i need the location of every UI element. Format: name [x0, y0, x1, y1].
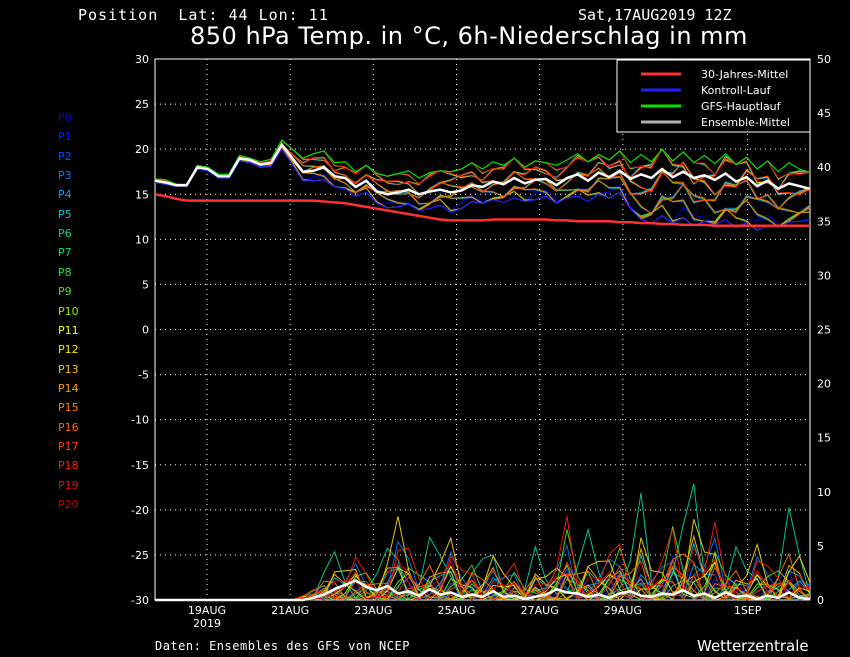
member-label: P3 — [58, 169, 72, 183]
lat-value: 44 — [228, 6, 249, 24]
member-label: P17 — [58, 439, 79, 453]
y-right-tick-label: 30 — [817, 269, 831, 282]
y-left-tick-label: 5 — [142, 278, 149, 291]
member-label: P6 — [58, 227, 72, 241]
y-left-tick-label: -15 — [131, 459, 149, 472]
y-left-tick-label: 0 — [142, 324, 149, 337]
member-label: P8 — [58, 265, 72, 279]
member-label: P20 — [58, 498, 79, 511]
x-tick-label: 29AUG — [604, 604, 642, 617]
member-temp-line — [154, 140, 811, 186]
position-label: Position — [78, 6, 159, 24]
member-label: P14 — [58, 381, 79, 395]
member-precip-line — [155, 483, 811, 602]
x-tick-label: 19AUG — [188, 604, 226, 617]
y-left-tick-label: 25 — [135, 98, 149, 111]
y-left-tick-label: 15 — [135, 188, 149, 201]
member-label: P12 — [58, 343, 79, 357]
y-right-tick-label: 0 — [817, 594, 824, 607]
legend-label: Kontroll-Lauf — [701, 84, 772, 97]
x-tick-label: 23AUG — [354, 604, 392, 617]
y-right-tick-label: 45 — [817, 107, 831, 120]
legend-label: GFS-Hauptlauf — [701, 100, 782, 113]
member-label: P9 — [58, 285, 72, 299]
ensemble-mean-precip-line — [155, 579, 811, 602]
y-left-tick-label: -20 — [131, 504, 149, 517]
member-label: P16 — [58, 420, 79, 434]
y-left-tick-label: 10 — [135, 233, 149, 246]
member-label: P11 — [58, 323, 79, 337]
lat-label: Lat: — [178, 6, 219, 24]
data-source-note: Daten: Ensembles des GFS von NCEP — [155, 639, 410, 653]
lon-value: 11 — [308, 6, 329, 24]
y-right-tick-label: 50 — [817, 53, 831, 66]
member-label: P5 — [58, 207, 72, 221]
x-tick-year-label: 2019 — [193, 617, 221, 630]
member-label: P15 — [58, 401, 79, 415]
position-readout: Position Lat: 44 Lon: 11 — [78, 6, 329, 24]
lon-label: Lon: — [258, 6, 299, 24]
gfs-main-temp-line — [154, 139, 811, 185]
x-tick-label: 27AUG — [521, 604, 559, 617]
member-label: P13 — [58, 362, 79, 376]
y-left-tick-label: -25 — [131, 549, 149, 562]
y-left-tick-label: -10 — [131, 414, 149, 427]
ensemble-mean-temp-line — [154, 142, 811, 196]
x-tick-label: 25AUG — [437, 604, 475, 617]
member-label: P4 — [58, 188, 72, 202]
run-datetime: Sat,17AUG2019 12Z — [578, 6, 732, 24]
legend-label: 30-Jahres-Mittel — [701, 68, 788, 81]
y-left-tick-label: 30 — [135, 53, 149, 66]
x-tick-label: 1SEP — [734, 604, 762, 617]
member-label: P1 — [58, 130, 72, 144]
y-left-tick-label: 20 — [135, 143, 149, 156]
y-right-tick-label: 25 — [817, 324, 831, 337]
y-right-tick-label: 5 — [817, 540, 824, 553]
member-label: P7 — [58, 246, 72, 260]
brand-label: Wetterzentrale — [697, 637, 809, 655]
y-right-tick-label: 20 — [817, 378, 831, 391]
y-right-tick-label: 15 — [817, 432, 831, 445]
member-label: P2 — [58, 149, 72, 163]
x-tick-label: 21AUG — [271, 604, 309, 617]
member-label: P10 — [58, 304, 79, 318]
member-label: P0 — [58, 111, 72, 124]
legend-label: Ensemble-Mittel — [701, 116, 790, 129]
member-label: P18 — [58, 459, 79, 473]
y-left-tick-label: -5 — [138, 369, 149, 382]
climatology-line — [154, 193, 810, 228]
y-right-tick-label: 10 — [817, 486, 831, 499]
legend-box — [616, 59, 811, 133]
y-right-tick-label: 35 — [817, 215, 831, 228]
member-label: P19 — [58, 478, 79, 492]
member-traces — [154, 139, 811, 602]
plot-frame — [154, 58, 811, 601]
chart-title: 850 hPa Temp. in °C, 6h-Niederschlag in … — [190, 22, 748, 50]
y-left-tick-label: -30 — [131, 594, 149, 607]
control-temp-line — [154, 148, 811, 231]
y-right-tick-label: 40 — [817, 161, 831, 174]
